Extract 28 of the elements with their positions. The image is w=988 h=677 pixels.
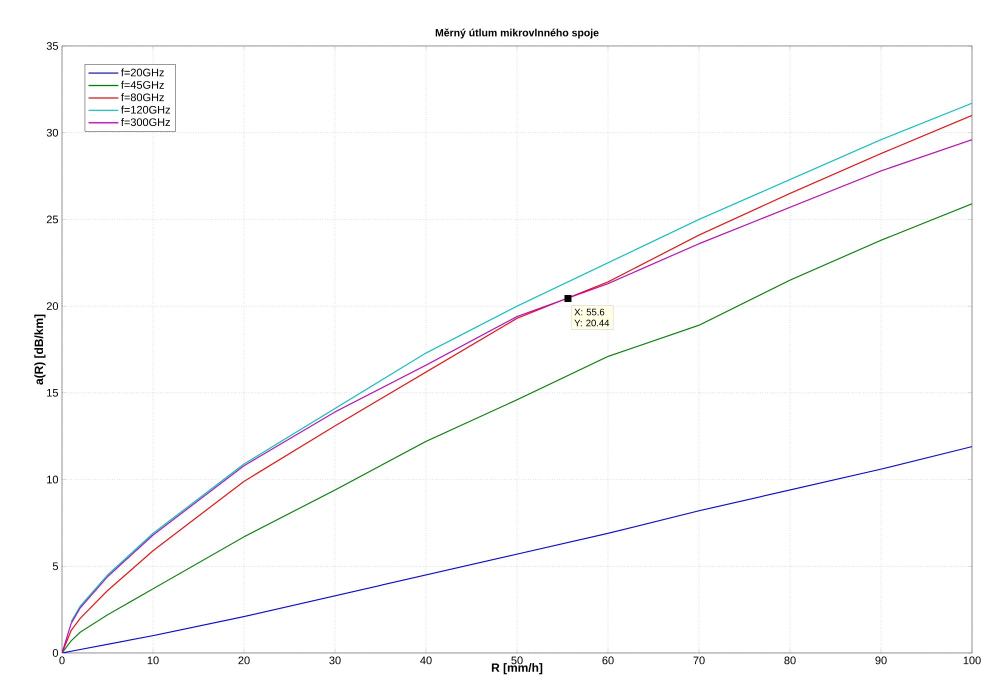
x-tick-label: 10 [148,656,159,664]
legend-label: f=45GHz [121,80,164,89]
legend-label: f=300GHz [121,118,170,126]
y-tick-label: 25 [46,216,58,224]
x-tick-label: 50 [511,656,523,664]
x-tick-label: 30 [329,656,341,664]
legend-label: f=20GHz [121,68,164,76]
legend-label: f=80GHz [121,93,164,102]
legend-label: f=120GHz [121,106,170,114]
y-tick-label: 10 [47,476,58,484]
x-tick-label: 0 [59,656,65,664]
y-tick-label: 5 [52,562,58,570]
x-tick-label: 100 [964,656,981,664]
x-tick-label: 40 [420,656,432,664]
chart-title: Měrný útlum mikrovlnného spoje [436,28,599,38]
x-tick-label: 20 [238,656,250,664]
x-tick-label: 60 [602,656,614,664]
y-tick-label: 30 [46,128,58,137]
y-tick-label: 35 [46,42,58,50]
x-axis-title: R [mm/h] [492,663,542,674]
x-tick-label: 90 [875,656,887,664]
annotation: X: 55.6 Y: 20.44 [574,308,610,326]
y-tick-label: 15 [47,389,58,397]
y-axis-title: a(R) [dB/km] [34,314,46,385]
x-tick-label: 70 [693,656,705,664]
y-tick-label: 0 [52,649,58,657]
y-tick-label: 20 [46,302,58,310]
x-tick-label: 80 [784,656,796,664]
